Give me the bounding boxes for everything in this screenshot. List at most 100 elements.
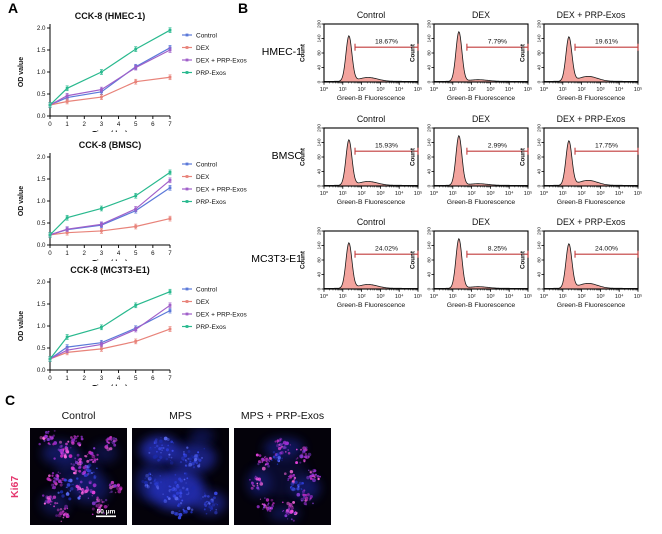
svg-text:80: 80 xyxy=(426,154,432,160)
svg-text:40: 40 xyxy=(536,169,542,175)
series-line-PRP-Exos xyxy=(49,171,171,236)
chart-title: CCK-8 (BMSC) xyxy=(79,140,142,150)
micrograph-title-mps: MPS xyxy=(169,410,192,422)
svg-text:10⁰: 10⁰ xyxy=(320,86,329,93)
svg-text:10³: 10³ xyxy=(596,294,604,300)
flow-title: DEX + PRP-Exos xyxy=(557,114,626,124)
count-axis-label: Count xyxy=(410,44,417,62)
gate-percentage: 17.75% xyxy=(595,142,618,149)
histogram-curve xyxy=(543,36,639,83)
svg-text:10⁴: 10⁴ xyxy=(505,190,514,197)
flow-title: DEX xyxy=(472,114,490,124)
flow-row-label-hmec1: HMEC-1 xyxy=(261,46,302,58)
svg-text:40: 40 xyxy=(426,272,432,278)
svg-text:10⁴: 10⁴ xyxy=(395,190,404,197)
count-axis-label: Count xyxy=(410,148,417,166)
svg-text:140: 140 xyxy=(536,241,542,249)
svg-text:40: 40 xyxy=(316,169,322,175)
svg-text:2: 2 xyxy=(83,375,87,382)
plot-box xyxy=(323,127,419,187)
x-axis-label: Time (day) xyxy=(93,131,128,132)
count-axis-label: Count xyxy=(300,251,307,269)
flow-histogram-hmec1-dex: DEX 0 40 80 140 200 Count 10⁰ 10¹ 10² 10³ 10⁴ 10⁵ Gre… xyxy=(410,10,533,102)
svg-text:140: 140 xyxy=(316,138,322,146)
fluorescence-axis-label: Green-B Fluorescence xyxy=(447,95,516,102)
svg-text:6: 6 xyxy=(151,121,155,128)
svg-text:10⁰: 10⁰ xyxy=(320,293,329,300)
flow-row-label-bmsc: BMSC xyxy=(271,150,302,162)
micrograph-control: 50 μm xyxy=(30,428,127,525)
scale-bar-label: 50 μm xyxy=(97,509,116,516)
svg-text:1: 1 xyxy=(65,250,69,257)
flow-title: DEX xyxy=(472,217,490,227)
count-axis-label: Count xyxy=(410,251,417,269)
legend-item: DEX + PRP-Exos xyxy=(196,311,248,318)
svg-text:200: 200 xyxy=(426,227,432,235)
svg-text:10³: 10³ xyxy=(486,87,494,93)
svg-text:40: 40 xyxy=(426,65,432,71)
svg-text:10²: 10² xyxy=(358,87,366,93)
svg-text:200: 200 xyxy=(536,227,542,235)
svg-text:5: 5 xyxy=(134,250,138,257)
chart-title: CCK-8 (HMEC-1) xyxy=(75,11,146,21)
svg-text:200: 200 xyxy=(536,20,542,28)
svg-text:0: 0 xyxy=(536,184,542,187)
count-axis-label: Count xyxy=(520,251,527,269)
plot-box xyxy=(433,23,529,83)
flow-histogram-bmsc-dex: DEX 0 40 80 140 200 Count 10⁰ 10¹ 10² 10³ 10⁴ 10⁵ Gre… xyxy=(410,114,533,206)
svg-text:6: 6 xyxy=(151,375,155,382)
svg-text:10⁰: 10⁰ xyxy=(320,190,329,197)
svg-text:1.0: 1.0 xyxy=(37,69,46,76)
svg-text:10¹: 10¹ xyxy=(339,294,347,300)
y-axis-label: OD value xyxy=(18,57,25,87)
panel-a-label: A xyxy=(8,0,19,16)
svg-text:0: 0 xyxy=(426,287,432,290)
svg-text:10⁵: 10⁵ xyxy=(634,86,642,93)
svg-text:10³: 10³ xyxy=(376,191,384,197)
gate-percentage: 8.25% xyxy=(488,245,507,252)
svg-text:10¹: 10¹ xyxy=(449,294,457,300)
svg-text:10²: 10² xyxy=(468,191,476,197)
x-axis-label: Time (day) xyxy=(93,260,128,261)
svg-text:2: 2 xyxy=(83,250,87,257)
svg-text:140: 140 xyxy=(536,138,542,146)
count-axis-label: Count xyxy=(520,44,527,62)
panel-c-label: C xyxy=(5,392,16,408)
svg-text:200: 200 xyxy=(536,124,542,132)
svg-text:0: 0 xyxy=(316,287,322,290)
svg-text:10⁵: 10⁵ xyxy=(524,86,532,93)
svg-text:80: 80 xyxy=(426,50,432,56)
svg-text:140: 140 xyxy=(426,241,432,249)
svg-text:10¹: 10¹ xyxy=(559,191,567,197)
flow-histogram-bmsc-control: Control 0 40 80 140 200 Count 10⁰ 10¹ 10² 10³ 10⁴ 10… xyxy=(300,114,423,206)
svg-text:10⁰: 10⁰ xyxy=(430,86,439,93)
svg-text:10²: 10² xyxy=(578,87,586,93)
svg-text:1: 1 xyxy=(65,121,69,128)
svg-text:0: 0 xyxy=(48,250,52,257)
svg-text:10⁵: 10⁵ xyxy=(634,293,642,300)
svg-text:10⁴: 10⁴ xyxy=(615,190,624,197)
y-axis-label: OD value xyxy=(18,186,25,216)
svg-text:1.0: 1.0 xyxy=(37,198,46,205)
histogram-curve xyxy=(433,134,529,187)
svg-text:80: 80 xyxy=(536,257,542,263)
line-chart-cck8-mc3t3: CCK-8 (MC3T3-E1) 0.0 0.5 1.0 1.5 2.0 0 1 2 3 4 5 6 7 T… xyxy=(18,265,248,386)
svg-text:0.5: 0.5 xyxy=(37,220,46,227)
plot-box xyxy=(433,230,529,290)
svg-text:4: 4 xyxy=(117,121,121,128)
gate-percentage: 24.00% xyxy=(595,245,618,252)
svg-text:1.5: 1.5 xyxy=(37,47,46,54)
svg-text:10⁴: 10⁴ xyxy=(505,293,514,300)
svg-text:10⁰: 10⁰ xyxy=(540,190,549,197)
svg-text:10⁰: 10⁰ xyxy=(430,190,439,197)
legend-item: DEX xyxy=(196,45,210,52)
svg-text:10²: 10² xyxy=(468,87,476,93)
legend-item: PRP-Exos xyxy=(196,70,227,77)
svg-text:140: 140 xyxy=(536,34,542,42)
svg-text:10³: 10³ xyxy=(376,294,384,300)
flow-histogram-mc3t3-control: Control 0 40 80 140 200 Count 10⁰ 10¹ 10² 10³ 10⁴ 10… xyxy=(300,217,423,309)
legend-item: DEX + PRP-Exos xyxy=(196,57,248,64)
legend-item: Control xyxy=(196,161,218,168)
svg-text:2: 2 xyxy=(83,121,87,128)
svg-text:10³: 10³ xyxy=(596,87,604,93)
